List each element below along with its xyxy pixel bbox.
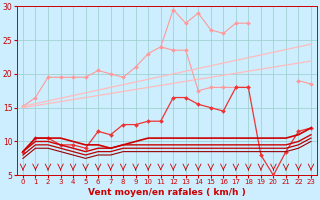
X-axis label: Vent moyen/en rafales ( km/h ): Vent moyen/en rafales ( km/h ) bbox=[88, 188, 246, 197]
